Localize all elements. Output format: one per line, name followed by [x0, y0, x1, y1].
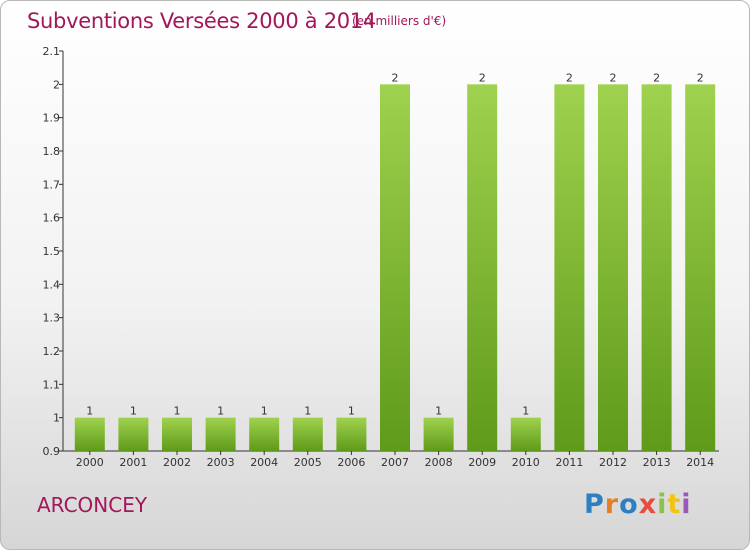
bar-value-label: 2 [566, 71, 573, 84]
bar [162, 417, 192, 451]
x-tick-label: 2001 [119, 456, 147, 469]
bar [641, 84, 672, 451]
logo-letter: o [619, 489, 639, 520]
y-tick-label: 1.6 [43, 212, 61, 225]
bar [380, 84, 410, 451]
x-tick-label: 2007 [381, 456, 409, 469]
bar-value-label: 2 [392, 71, 399, 84]
bar [467, 84, 498, 451]
bar-value-label: 2 [653, 71, 660, 84]
proxiti-logo[interactable]: Proxiti [584, 489, 692, 520]
bar [423, 417, 454, 451]
logo-letter: P [584, 489, 605, 520]
bar-value-label: 2 [697, 71, 704, 84]
bar-value-label: 1 [348, 405, 355, 418]
logo-letter: t [667, 489, 682, 520]
bar-value-label: 2 [610, 71, 617, 84]
chart-unit-note: (en milliers d'€) [352, 14, 447, 28]
y-tick-label: 1.4 [43, 278, 61, 291]
bar [685, 84, 716, 451]
bar-value-label: 1 [522, 405, 529, 418]
bar-value-label: 1 [217, 405, 224, 418]
commune-name: ARCONCEY [37, 493, 148, 517]
y-tick-label: 1.2 [43, 345, 61, 358]
x-tick-label: 2005 [294, 456, 322, 469]
x-tick-label: 2006 [337, 456, 365, 469]
x-tick-label: 2000 [76, 456, 104, 469]
bar-value-label: 1 [130, 405, 137, 418]
chart-title: Subventions Versées 2000 à 2014 [27, 9, 376, 33]
x-tick-label: 2009 [468, 456, 496, 469]
bar [118, 417, 149, 451]
bar [510, 417, 541, 451]
bar [249, 417, 280, 451]
x-tick-label: 2008 [425, 456, 453, 469]
y-tick-label: 2 [53, 78, 60, 91]
bar-value-label: 1 [86, 405, 93, 418]
bar [205, 417, 236, 451]
x-tick-label: 2004 [250, 456, 278, 469]
logo-letter: r [604, 489, 620, 520]
bar-value-label: 1 [174, 405, 181, 418]
y-tick-label: 2.1 [43, 45, 61, 58]
x-tick-label: 2002 [163, 456, 191, 469]
y-tick-label: 1.7 [43, 178, 61, 191]
y-tick-label: 1.8 [43, 145, 61, 158]
y-tick-label: 1.3 [43, 312, 61, 325]
bar [336, 417, 367, 451]
bar-value-label: 2 [479, 71, 486, 84]
x-tick-label: 2012 [599, 456, 627, 469]
logo-letter: x [638, 489, 658, 520]
x-tick-label: 2011 [555, 456, 583, 469]
y-tick-label: 1 [53, 412, 60, 425]
bar [598, 84, 628, 451]
x-tick-label: 2003 [207, 456, 235, 469]
y-tick-label: 1.1 [43, 378, 61, 391]
bar-value-label: 1 [435, 405, 442, 418]
x-tick-label: 2013 [643, 456, 671, 469]
y-tick-label: 1.9 [43, 112, 61, 125]
logo-letter: i [681, 489, 692, 520]
logo-letter: i [657, 489, 668, 520]
x-tick-label: 2010 [512, 456, 540, 469]
bar [292, 417, 323, 451]
bar [554, 84, 585, 451]
y-tick-label: 0.9 [43, 445, 61, 458]
bar [74, 417, 105, 451]
x-tick-label: 2014 [686, 456, 714, 469]
bar-value-label: 1 [261, 405, 268, 418]
y-tick-label: 1.5 [43, 245, 61, 258]
bar-value-label: 1 [304, 405, 311, 418]
